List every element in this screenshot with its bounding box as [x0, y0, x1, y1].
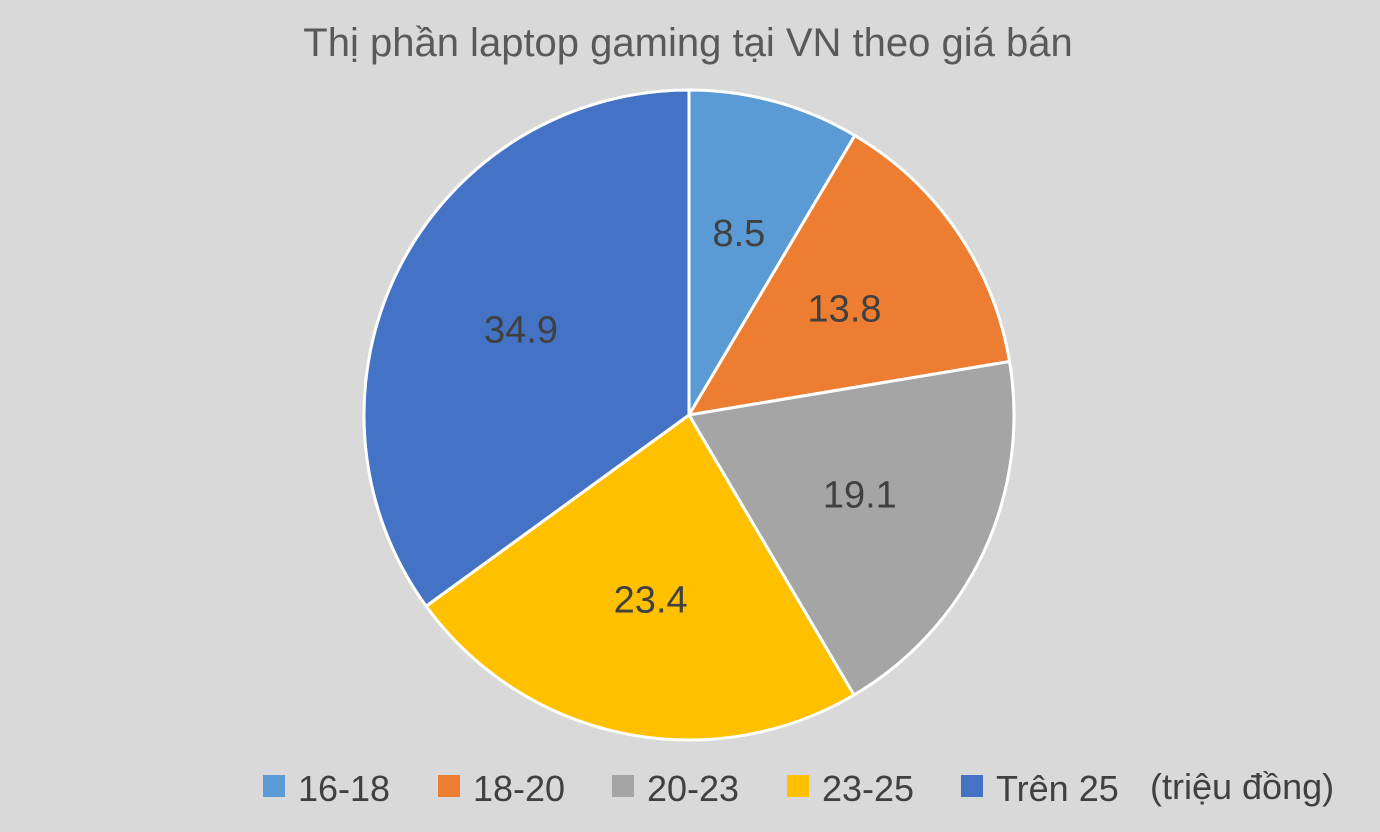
data-label: 8.5 [712, 213, 765, 255]
data-label: 13.8 [808, 289, 882, 331]
legend-swatch [612, 775, 634, 797]
legend-swatch [787, 775, 809, 797]
legend-label: 16-18 [298, 768, 390, 809]
data-label: 23.4 [614, 580, 688, 622]
legend-label: 23-25 [822, 768, 914, 809]
pie-slice-trên-25 [362, 88, 691, 608]
pie-slice-18-20 [687, 134, 1012, 417]
legend-swatch [263, 775, 285, 797]
legend: 16-18 18-20 20-23 23-25 Trên 25 [263, 768, 1119, 809]
legend-swatch [438, 775, 460, 797]
legend-label: Trên 25 [996, 768, 1119, 809]
data-label: 19.1 [823, 475, 897, 517]
chart-title: Thị phần laptop gaming tại VN theo giá b… [303, 21, 1072, 65]
pie-slice-20-23 [687, 359, 1016, 697]
pie-slice-16-18 [687, 88, 857, 417]
legend-label: 18-20 [473, 768, 565, 809]
legend-label: 20-23 [647, 768, 739, 809]
pie-slice-23-25 [424, 413, 856, 742]
pie-slices [362, 88, 1016, 742]
legend-swatch [961, 775, 983, 797]
unit-note: (triệu đồng) [1150, 766, 1334, 807]
pie-data-labels: 8.5 13.8 19.1 23.4 34.9 [484, 213, 897, 621]
data-label: 34.9 [484, 309, 558, 351]
